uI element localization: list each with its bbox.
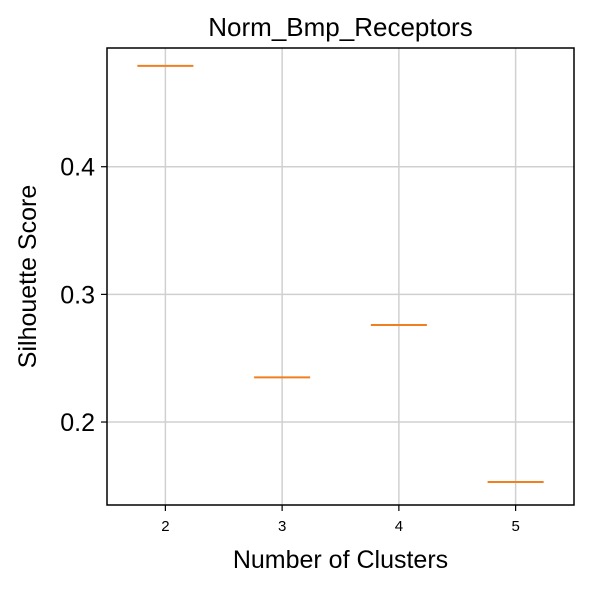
marks-layer — [137, 64, 544, 484]
chart-title: Norm_Bmp_Receptors — [208, 12, 472, 42]
y-axis-title: Silhouette Score — [14, 185, 42, 368]
x-axis-title: Number of Clusters — [233, 546, 448, 574]
y-tick-label: 0.3 — [60, 281, 95, 309]
ticks-layer: 2 3 4 5 0.2 0.3 0.4 — [60, 154, 520, 535]
y-tick-label: 0.4 — [60, 154, 95, 182]
grid-layer — [107, 48, 574, 505]
x-tick-label: 3 — [278, 518, 286, 535]
plot-frame — [106, 47, 575, 506]
x-tick-label: 4 — [395, 518, 403, 535]
x-tick-label: 2 — [161, 518, 169, 535]
y-tick-label: 0.2 — [60, 409, 95, 437]
x-tick-label: 5 — [511, 518, 519, 535]
